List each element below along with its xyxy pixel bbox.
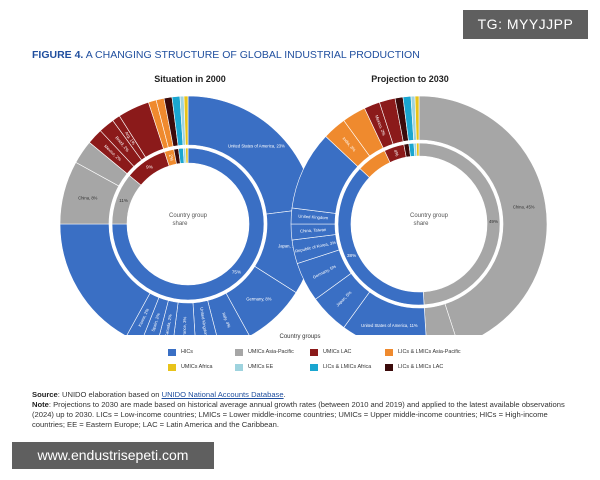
inner-ring-slice-0-7 [185,147,189,164]
inner-ring-label-0-1: 11% [119,198,128,203]
outer-ring-label-0-4: United Kingdom, 3% [199,307,210,335]
ring-gap-1 [336,141,502,307]
outer-ring-label-1-7: United Kingdom [298,214,329,221]
outer-ring-label-1-6: China, Taiwan [300,227,327,234]
legend-swatch [168,364,176,371]
ring-gap-0 [110,146,266,302]
outer-ring-label-0-3: Italy, 4% [221,312,232,329]
channel-tag: TG: MYYJJPP [463,10,588,39]
legend-swatch [385,349,393,356]
outer-ring-label-0-7: Spain, 2% [150,312,161,332]
center-label-0: Country group [169,213,208,219]
outer-ring-slice-0-21 [183,95,189,146]
source-text: : UNIDO elaboration based on [57,390,162,399]
notes: Source: UNIDO elaboration based on UNIDO… [32,390,572,430]
legend-label: UMICs Africa [181,364,213,370]
legend-swatch [168,349,176,356]
note-label: Note [32,400,49,409]
legend-swatch [235,349,243,356]
outer-ring-slice-1-16 [414,95,420,141]
website-watermark: www.endustrisepeti.com [12,442,214,469]
inner-ring-slice-0-0 [111,147,265,301]
figure-title-text: A CHANGING STRUCTURE OF GLOBAL INDUSTRIA… [85,49,420,61]
outer-ring-label-0-0: United States of America, 23% [228,143,285,148]
outer-ring-label-0-1: Japan, 11% [278,244,300,249]
legend-label: LICs & LMICs LAC [398,364,444,370]
figure-title: FIGURE 4. A CHANGING STRUCTURE OF GLOBAL… [32,49,420,61]
legend-label: UMICs Asia-Pacific [248,349,294,355]
outer-ring-label-1-0: China, 45% [513,205,535,210]
legend-label: LICs & LMICs Africa [323,364,372,370]
center-label-line2-0: share [172,221,188,227]
figure-label: FIGURE 4. [32,49,84,61]
legend-swatch [310,364,318,371]
legend-label: UMICs EE [248,364,274,370]
inner-ring-label-0-2: 9% [146,165,153,170]
legend-swatch [310,349,318,356]
inner-ring-label-0-3: 2% [168,154,174,162]
outer-ring-label-0-10: China, 8% [78,195,98,200]
source-link[interactable]: UNIDO National Accounts Database [161,390,284,399]
legend-label: HICs [181,349,193,355]
inner-ring-label-1-3: 4% [393,149,400,157]
inner-ring-label-0-0: 75% [232,270,241,275]
inner-ring-label-1-0: 49% [489,219,498,224]
legend-label: LICs & LMICs Asia-Pacific [398,349,461,355]
panel-title-2000: Situation in 2000 [154,74,226,84]
legend-label: UMICs LAC [323,349,352,355]
outer-ring-slice-1-0 [418,95,548,335]
legend-swatch [385,364,393,371]
source-end: . [283,390,286,399]
panel-title-2030: Projection to 2030 [371,74,449,84]
outer-ring-label-0-5: France, 3% [182,316,188,335]
legend-title: Country groups [279,334,321,340]
note-text: : Projections to 2030 are made based on … [32,400,565,429]
outer-ring-label-0-6: Canada, 2% [164,314,173,335]
center-label-1: Country group [410,213,449,219]
center-label-line2-1: share [413,221,429,227]
legend-swatch [235,364,243,371]
source-label: Source [32,390,58,399]
inner-ring-slice-1-7 [416,142,420,157]
outer-ring-label-0-2: Germany, 8% [246,297,272,302]
outer-ring-label-1-2: United States of America, 11% [361,323,418,328]
inner-ring-label-1-1: 38% [347,253,356,258]
donut-charts: United States of America, 23% Japan, 11% G… [59,95,548,335]
